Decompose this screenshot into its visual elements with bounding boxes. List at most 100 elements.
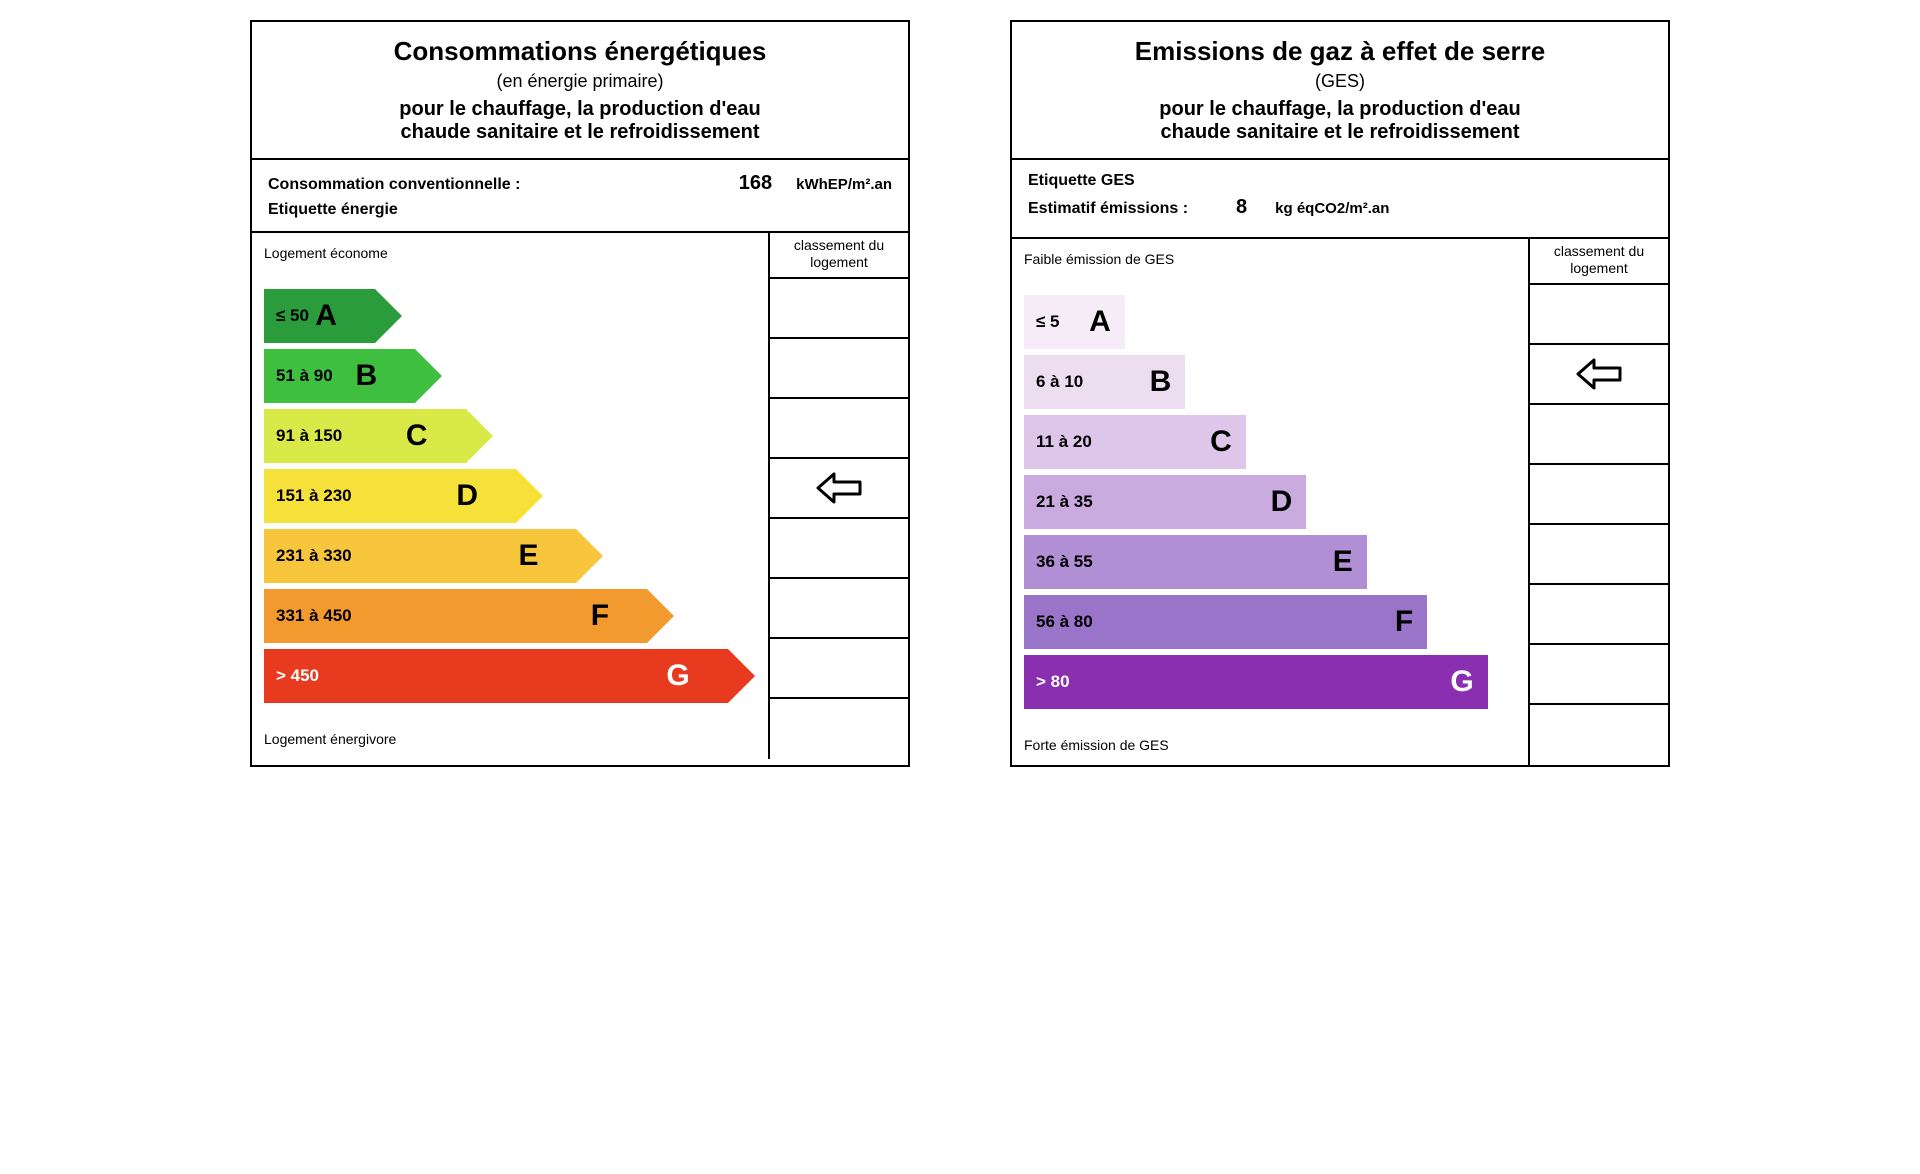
ges-band-letter: C bbox=[1210, 425, 1232, 459]
energy-band-row: 231 à 330 E bbox=[264, 529, 768, 583]
energy-subtitle1: (en énergie primaire) bbox=[272, 71, 888, 92]
energy-subtitle2: pour le chauffage, la production d'eau bbox=[272, 98, 888, 121]
indicator-arrow-icon bbox=[816, 472, 862, 504]
ges-band-row: 56 à 80 F bbox=[1024, 595, 1528, 649]
ges-classement-cell bbox=[1530, 525, 1668, 585]
ges-bars: ≤ 5 A 6 à 10 B 11 à 20 C 21 à 35 D 36 à 55 E 56 à … bbox=[1024, 295, 1528, 709]
ges-band-range: 11 à 20 bbox=[1036, 432, 1092, 452]
ges-band-row: 11 à 20 C bbox=[1024, 415, 1528, 469]
energy-top-caption: Logement économe bbox=[264, 243, 768, 289]
energy-band-letter: G bbox=[666, 659, 689, 693]
ges-classement-cell bbox=[1530, 405, 1668, 465]
ges-classement-cell bbox=[1530, 345, 1668, 405]
energy-classement-header: classement du logement bbox=[770, 233, 908, 279]
energy-band-range: 151 à 230 bbox=[276, 486, 352, 506]
energy-classement-column: classement du logement bbox=[768, 233, 908, 759]
ges-band-row: 21 à 35 D bbox=[1024, 475, 1528, 529]
energy-value-label: Consommation conventionnelle : bbox=[268, 176, 520, 194]
energy-bars: ≤ 50 A 51 à 90 B 91 à 150 C 151 à 230 D 231 à 33… bbox=[264, 289, 768, 703]
ges-band-row: > 80 G bbox=[1024, 655, 1528, 709]
ges-band-range: > 80 bbox=[1036, 672, 1070, 692]
energy-band-letter: B bbox=[356, 359, 378, 393]
energy-classement-cell bbox=[770, 399, 908, 459]
energy-classement-cell bbox=[770, 279, 908, 339]
ges-classement-cell bbox=[1530, 585, 1668, 645]
energy-band-letter: D bbox=[456, 479, 478, 513]
energy-title: Consommations énergétiques bbox=[272, 36, 888, 67]
energy-band-A: ≤ 50 A bbox=[264, 289, 375, 343]
energy-band-row: 331 à 450 F bbox=[264, 589, 768, 643]
energy-band-row: ≤ 50 A bbox=[264, 289, 768, 343]
ges-band-D: 21 à 35 D bbox=[1024, 475, 1306, 529]
energy-band-C: 91 à 150 C bbox=[264, 409, 466, 463]
energy-band-letter: F bbox=[591, 599, 609, 633]
energy-classement-cell bbox=[770, 339, 908, 399]
ges-band-range: 21 à 35 bbox=[1036, 492, 1093, 512]
indicator-arrow-icon bbox=[1576, 358, 1622, 390]
energy-band-range: 91 à 150 bbox=[276, 426, 342, 446]
energy-classement-cell bbox=[770, 459, 908, 519]
ges-band-range: 6 à 10 bbox=[1036, 372, 1083, 392]
ges-subtitle3: chaude sanitaire et le refroidissement bbox=[1032, 121, 1648, 144]
energy-band-row: > 450 G bbox=[264, 649, 768, 703]
ges-bottom-caption: Forte émission de GES bbox=[1024, 709, 1528, 755]
energy-band-F: 331 à 450 F bbox=[264, 589, 647, 643]
ges-classement-cells bbox=[1530, 285, 1668, 765]
ges-band-E: 36 à 55 E bbox=[1024, 535, 1367, 589]
energy-value-box: Consommation conventionnelle : 168 kWhEP… bbox=[252, 160, 908, 233]
ges-band-letter: G bbox=[1450, 665, 1473, 699]
energy-header: Consommations énergétiques (en énergie p… bbox=[252, 22, 908, 160]
energy-band-range: 331 à 450 bbox=[276, 606, 352, 626]
energy-band-range: 231 à 330 bbox=[276, 546, 352, 566]
ges-band-row: ≤ 5 A bbox=[1024, 295, 1528, 349]
energy-band-G: > 450 G bbox=[264, 649, 728, 703]
ges-band-range: 36 à 55 bbox=[1036, 552, 1093, 572]
energy-band-row: 151 à 230 D bbox=[264, 469, 768, 523]
ges-value-label: Estimatif émissions : bbox=[1028, 200, 1188, 218]
ges-title: Emissions de gaz à effet de serre bbox=[1032, 36, 1648, 67]
energy-band-B: 51 à 90 B bbox=[264, 349, 415, 403]
ges-classement-cell bbox=[1530, 285, 1668, 345]
ges-top-caption: Faible émission de GES bbox=[1024, 249, 1528, 295]
energy-bottom-caption: Logement énergivore bbox=[264, 703, 768, 749]
energy-band-E: 231 à 330 E bbox=[264, 529, 576, 583]
energy-band-range: 51 à 90 bbox=[276, 366, 333, 386]
energy-band-range: ≤ 50 bbox=[276, 306, 309, 326]
ges-band-G: > 80 G bbox=[1024, 655, 1488, 709]
ges-band-row: 6 à 10 B bbox=[1024, 355, 1528, 409]
ges-band-letter: B bbox=[1150, 365, 1172, 399]
energy-classement-cells bbox=[770, 279, 908, 759]
energy-band-D: 151 à 230 D bbox=[264, 469, 516, 523]
energy-etiquette-label: Etiquette énergie bbox=[268, 201, 892, 219]
energy-band-letter: A bbox=[315, 299, 337, 333]
energy-band-letter: E bbox=[518, 539, 538, 573]
ges-band-letter: D bbox=[1271, 485, 1293, 519]
energy-classement-cell bbox=[770, 639, 908, 699]
energy-classement-cell bbox=[770, 579, 908, 639]
ges-band-letter: F bbox=[1395, 605, 1413, 639]
ges-classement-cell bbox=[1530, 645, 1668, 705]
energy-band-row: 51 à 90 B bbox=[264, 349, 768, 403]
energy-chart: Logement économe ≤ 50 A 51 à 90 B 91 à 150 C 1… bbox=[252, 233, 908, 759]
ges-band-C: 11 à 20 C bbox=[1024, 415, 1246, 469]
ges-unit: kg éqCO2/m².an bbox=[1275, 200, 1389, 217]
ges-header: Emissions de gaz à effet de serre (GES) … bbox=[1012, 22, 1668, 160]
energy-value: 168 bbox=[739, 172, 772, 195]
energy-subtitle3: chaude sanitaire et le refroidissement bbox=[272, 121, 888, 144]
ges-value-box: Etiquette GES Estimatif émissions : 8 kg… bbox=[1012, 160, 1668, 239]
ges-chart: Faible émission de GES ≤ 5 A 6 à 10 B 11 à 2… bbox=[1012, 239, 1668, 765]
ges-band-range: 56 à 80 bbox=[1036, 612, 1093, 632]
energy-classement-cell bbox=[770, 519, 908, 579]
ges-classement-column: classement du logement bbox=[1528, 239, 1668, 765]
ges-band-B: 6 à 10 B bbox=[1024, 355, 1185, 409]
ges-subtitle2: pour le chauffage, la production d'eau bbox=[1032, 98, 1648, 121]
ges-band-letter: A bbox=[1089, 305, 1111, 339]
ges-classement-cell bbox=[1530, 465, 1668, 525]
energy-band-range: > 450 bbox=[276, 666, 319, 686]
energy-label-card: Consommations énergétiques (en énergie p… bbox=[250, 20, 910, 767]
ges-band-letter: E bbox=[1333, 545, 1353, 579]
ges-band-range: ≤ 5 bbox=[1036, 312, 1060, 332]
energy-band-letter: C bbox=[406, 419, 428, 453]
ges-band-A: ≤ 5 A bbox=[1024, 295, 1125, 349]
ges-value: 8 bbox=[1236, 196, 1247, 219]
